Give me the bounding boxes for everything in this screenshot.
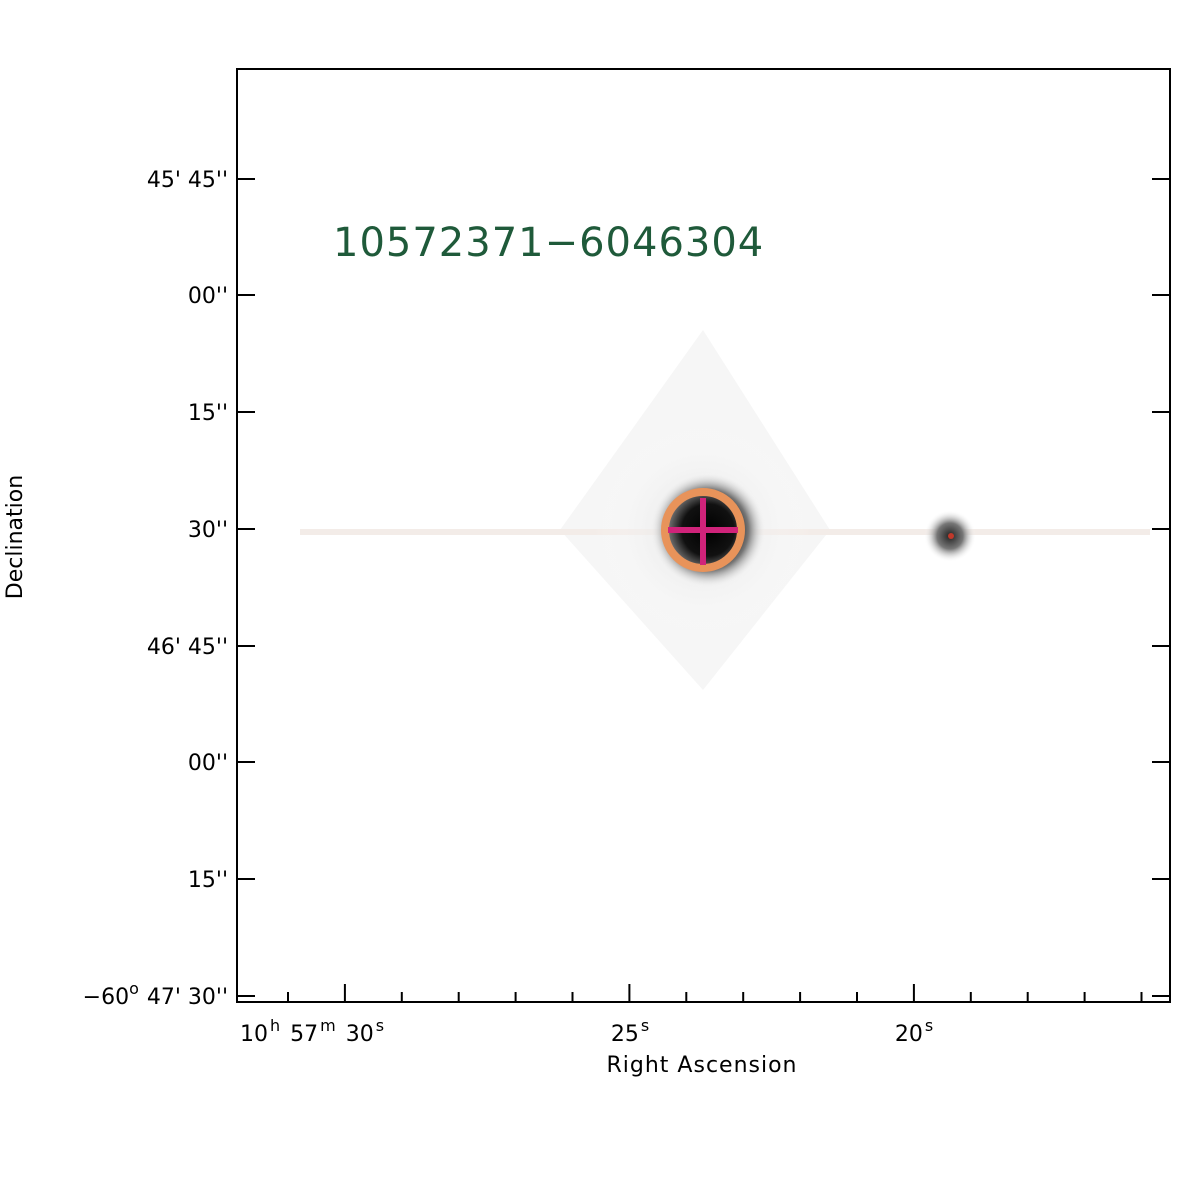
- y-tick-label: 00'': [188, 751, 228, 776]
- y-tick-label: 15'': [188, 401, 228, 426]
- x-tick-text: 25: [611, 1022, 639, 1047]
- degrees-symbol: o: [129, 979, 139, 998]
- x-tick-text: 10: [240, 1022, 268, 1047]
- x-tick-unit: m: [320, 1016, 336, 1035]
- y-tick-text: 15'': [188, 401, 228, 426]
- y-tick-text: 00'': [188, 284, 228, 309]
- source-label: 10572371−6046304: [333, 220, 764, 266]
- degrees: −60: [83, 985, 129, 1010]
- y-tick-label: 00'': [188, 284, 228, 309]
- y-tick-text: 15'': [188, 868, 228, 893]
- x-axis-label: Right Ascension: [607, 1053, 798, 1078]
- y-tick-label: 15'': [188, 868, 228, 893]
- y-tick-text: 47' 30'': [147, 985, 228, 1010]
- y-tick-label: 45' 45'': [147, 168, 228, 193]
- target-circle: [661, 488, 745, 572]
- x-tick-text: 30: [346, 1022, 374, 1047]
- x-tick-unit: s: [641, 1016, 649, 1035]
- x-tick-label: 10 h 57 m 30 s: [240, 1016, 384, 1047]
- y-tick-label: 46' 45'': [147, 635, 228, 660]
- y-tick-label: 30'': [188, 518, 228, 543]
- x-tick-unit: h: [270, 1016, 280, 1035]
- star-center: [948, 533, 954, 539]
- y-tick-text: 30'': [188, 518, 228, 543]
- sky-image: [237, 69, 1170, 1002]
- plot-frame: [236, 68, 1171, 1003]
- y-tick-text: 45' 45'': [147, 168, 228, 193]
- y-axis-label: Declination: [3, 475, 28, 599]
- x-tick-unit: s: [925, 1016, 933, 1035]
- x-tick-unit: s: [376, 1016, 384, 1035]
- y-tick-label: −60o 47' 30'': [83, 979, 228, 1010]
- x-tick-text: 57: [290, 1022, 318, 1047]
- y-tick-text: 46' 45'': [147, 635, 228, 660]
- x-tick-text: 20: [895, 1022, 923, 1047]
- x-tick-label: 25 s: [611, 1016, 649, 1047]
- y-tick-text: 00'': [188, 751, 228, 776]
- x-tick-label: 20 s: [895, 1016, 933, 1047]
